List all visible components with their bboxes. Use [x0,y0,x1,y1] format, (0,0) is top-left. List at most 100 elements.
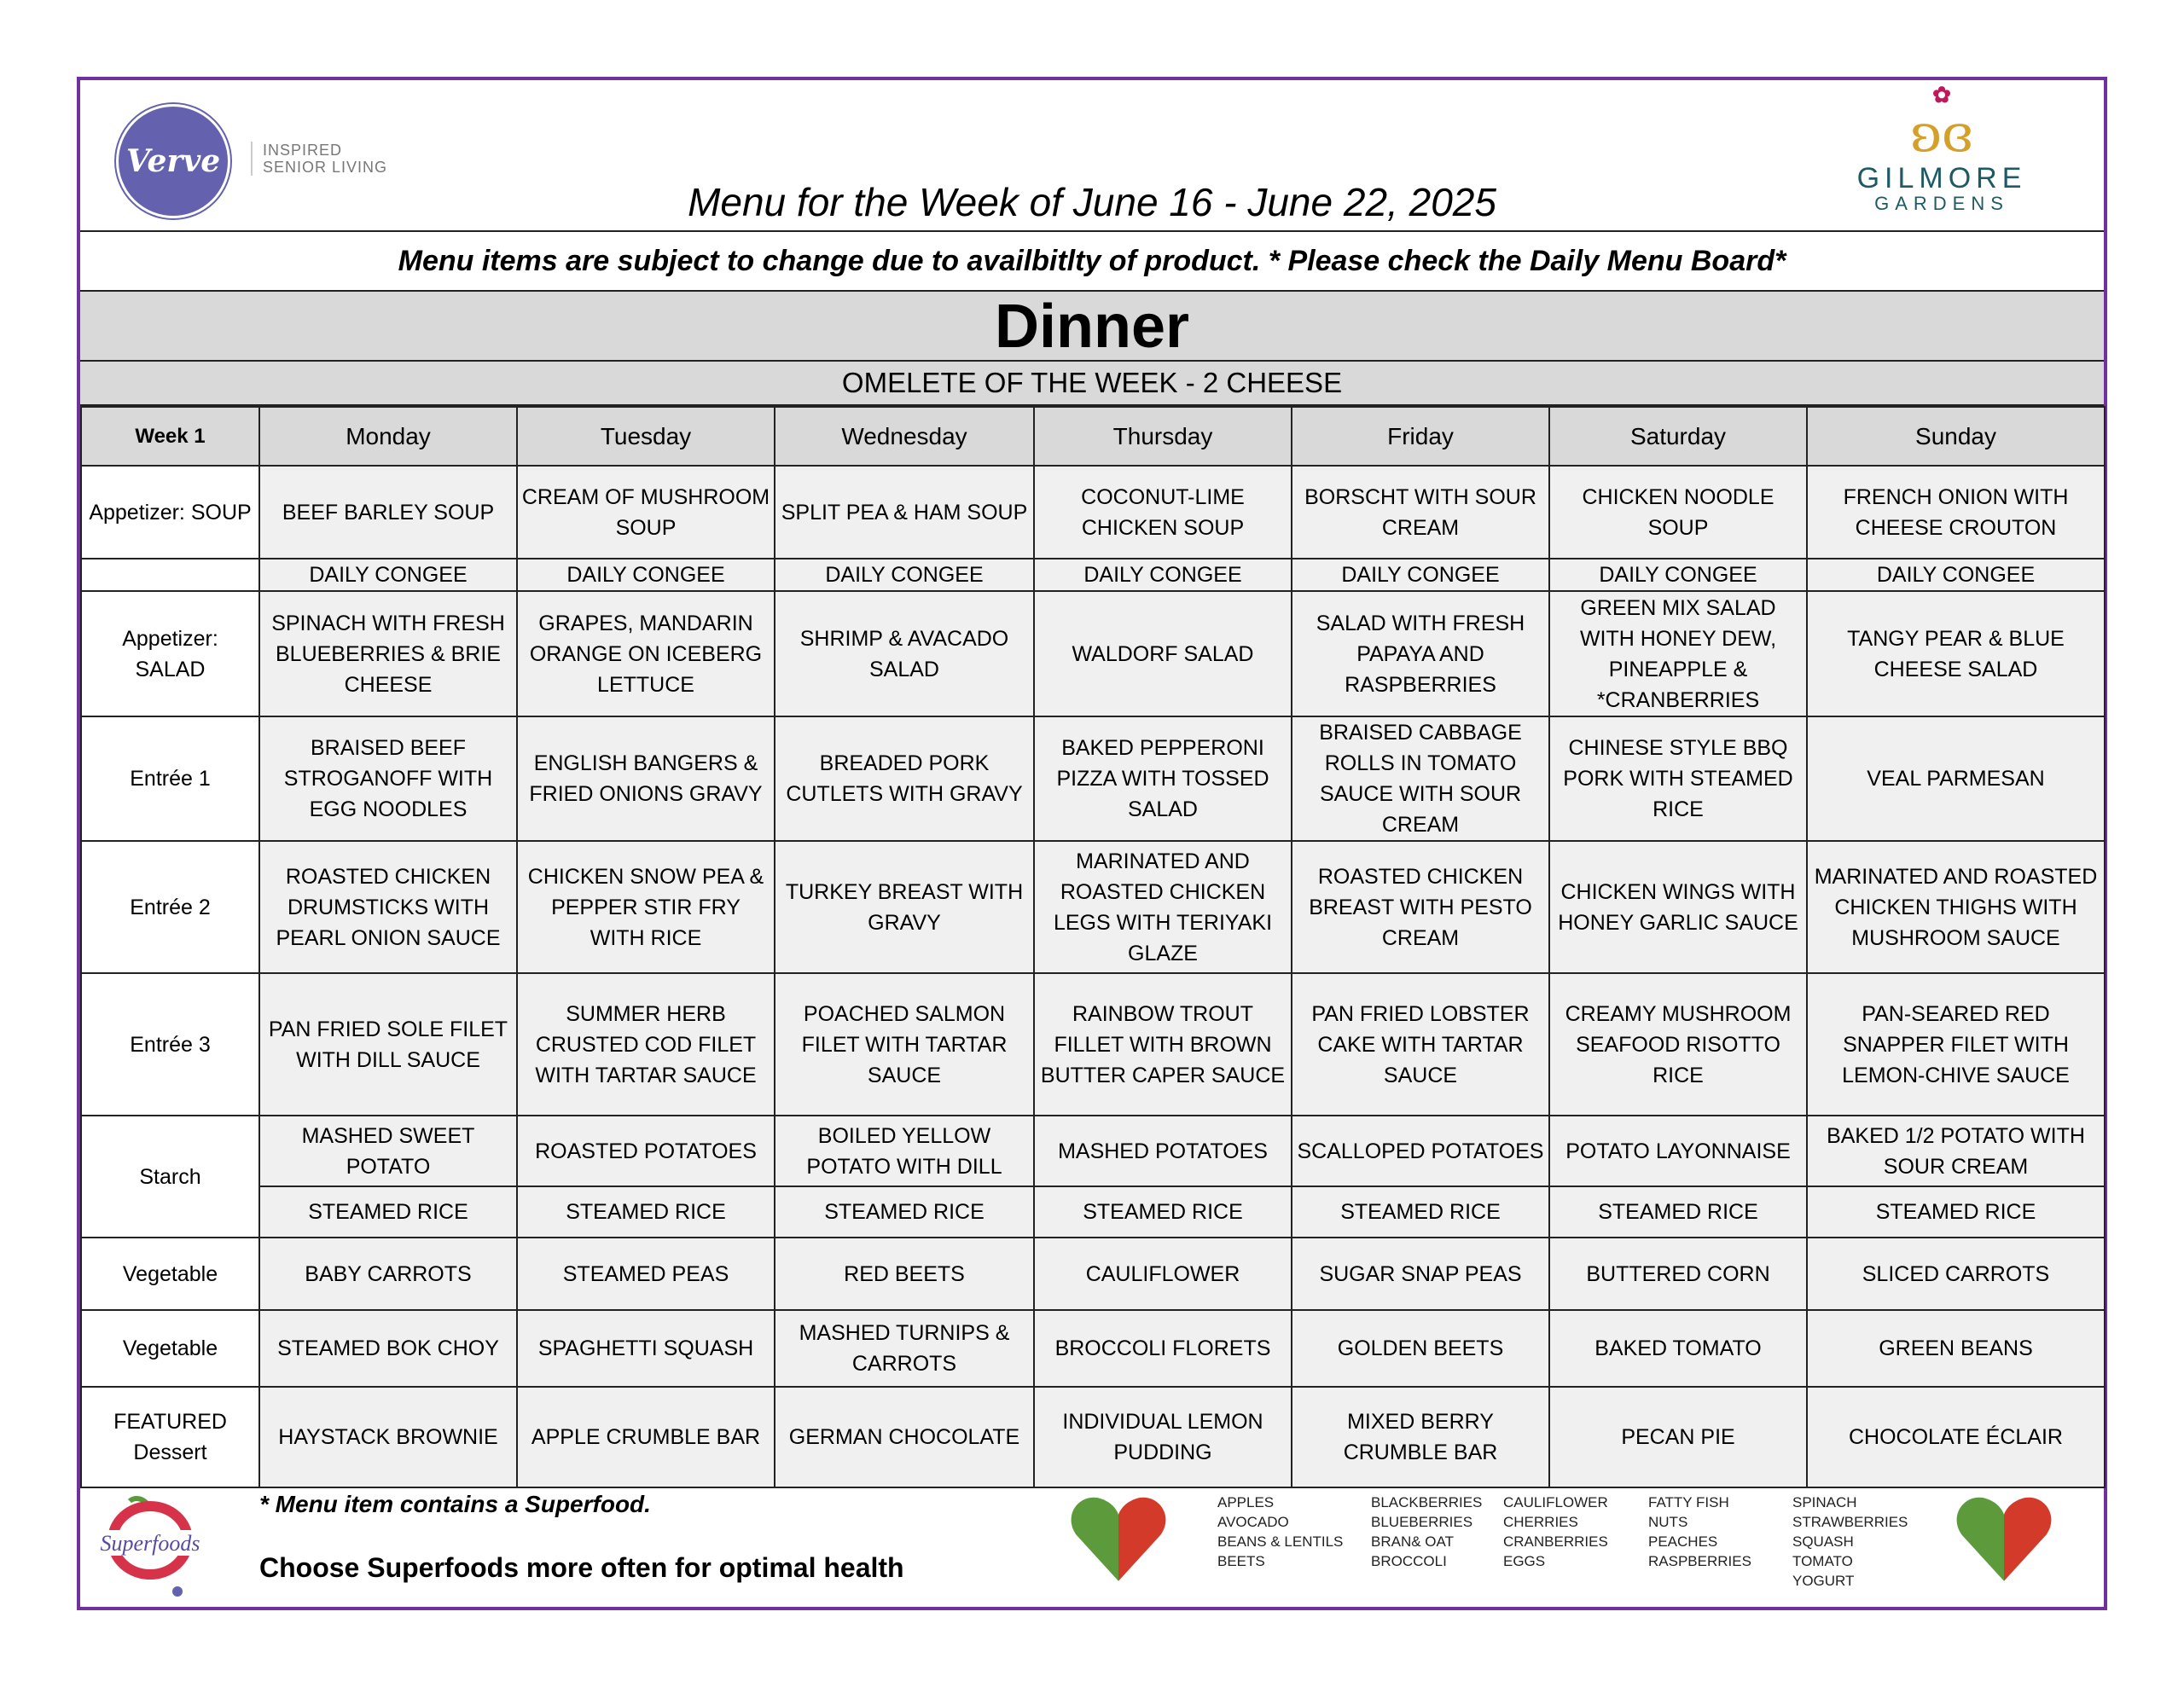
menu-item: RAINBOW TROUT FILLET WITH BROWN BUTTER C… [1033,972,1292,1116]
menu-item: TANGY PEAR & BLUE CHEESE SALAD [1806,590,2106,717]
menu-item: BAKED 1/2 POTATO WITH SOUR CREAM [1806,1115,2106,1187]
menu-item: MASHED POTATOES [1033,1115,1292,1187]
menu-item: CAULIFLOWER [1033,1237,1292,1311]
verve-logo: Verve [116,104,230,218]
menu-item: WALDORF SALAD [1033,590,1292,717]
menu-item: BROCCOLI FLORETS [1033,1309,1292,1388]
menu-item: CHICKEN NOODLE SOUP [1548,465,1808,559]
superfoods-logo: Superfoods [96,1496,205,1597]
superfood-item: EGGS [1503,1553,1546,1569]
superfood-item: BLUEBERRIES [1371,1514,1473,1530]
menu-item: SCALLOPED POTATOES [1291,1115,1550,1187]
row-label: Entrée 2 [80,840,260,974]
menu-item: BEEF BARLEY SOUP [258,465,518,559]
menu-item: DAILY CONGEE [1548,558,1808,592]
menu-item: FRENCH ONION WITH CHEESE CROUTON [1806,465,2106,559]
day-header-row: Week 1 Monday Tuesday Wednesday Thursday Frid… [80,406,2106,467]
menu-item: ROASTED CHICKEN BREAST WITH PESTO CREAM [1291,840,1550,974]
menu-item: SALAD WITH FRESH PAPAYA AND RASPBERRIES [1291,590,1550,717]
header: Verve INSPIRED SENIOR LIVING Menu for th… [80,80,2104,232]
row-label: Entrée 1 [80,716,260,842]
superfood-item: NUTS [1648,1514,1688,1530]
menu-row: Appetizer: SOUP BEEF BARLEY SOUP CREAM OF … [80,465,2106,559]
row-label: Vegetable [80,1309,260,1388]
menu-item: STEAMED RICE [1291,1186,1550,1238]
menu-item: INDIVIDUAL LEMON PUDDING [1033,1386,1292,1488]
superfood-item: BLACKBERRIES [1371,1494,1483,1510]
menu-item: CREAM OF MUSHROOM SOUP [516,465,775,559]
gilmore-gardens-logo: ✿ ʚɞ GILMORE GARDENS [1831,83,2053,215]
menu-item: DAILY CONGEE [774,558,1035,592]
page-title: Menu for the Week of June 16 - June 22, … [688,180,1496,224]
menu-item: CHOCOLATE ÉCLAIR [1806,1386,2106,1488]
superfood-item: CAULIFLOWER [1503,1494,1608,1510]
week-label: Week 1 [80,406,260,467]
meal-heading: Dinner [80,292,2104,362]
menu-item: CHINESE STYLE BBQ PORK WITH STEAMED RICE [1548,716,1808,842]
menu-item: GREEN BEANS [1806,1309,2106,1388]
menu-item: PAN FRIED LOBSTER CAKE WITH TARTAR SAUCE [1291,972,1550,1116]
menu-item: STEAMED PEAS [516,1237,775,1311]
menu-item: RED BEETS [774,1237,1035,1311]
superfood-list-column: BLACKBERRIES BLUEBERRIES BRAN& OAT BROCCOLI [1371,1493,1482,1571]
vegetable-heart-image [1956,1497,2052,1581]
superfood-item: SPINACH [1792,1494,1857,1510]
day-header: Sunday [1806,406,2106,467]
menu-item: BRAISED BEEF STROGANOFF WITH EGG NOODLES [258,716,518,842]
menu-item: BREADED PORK CUTLETS WITH GRAVY [774,716,1035,842]
superfood-item: BEETS [1217,1553,1265,1569]
menu-row: Vegetable BABY CARROTS STEAMED PEAS RED BEE… [80,1237,2106,1311]
menu-item: BAKED TOMATO [1548,1309,1808,1388]
menu-item: CREAMY MUSHROOM SEAFOOD RISOTTO RICE [1548,972,1808,1116]
menu-item: DAILY CONGEE [1291,558,1550,592]
menu-item: DAILY CONGEE [258,558,518,592]
menu-item: SPINACH WITH FRESH BLUEBERRIES & BRIE CH… [258,590,518,717]
menu-sheet: Verve INSPIRED SENIOR LIVING Menu for th… [77,77,2107,1610]
menu-item: POTATO LAYONNAISE [1548,1115,1808,1187]
availability-notice: Menu items are subject to change due to … [80,232,2104,292]
superfood-item: BEANS & LENTILS [1217,1533,1344,1550]
menu-item: MASHED TURNIPS & CARROTS [774,1309,1035,1388]
menu-item: SLICED CARROTS [1806,1237,2106,1311]
row-label: Appetizer: SALAD [80,590,260,717]
superfood-note: * Menu item contains a Superfood. [259,1491,651,1517]
row-label [80,558,260,592]
superfood-item: STRAWBERRIES [1792,1514,1908,1530]
menu-item: ROASTED POTATOES [516,1115,775,1187]
day-header: Saturday [1548,406,1808,467]
menu-item: VEAL PARMESAN [1806,716,2106,842]
superfood-item: RASPBERRIES [1648,1553,1751,1569]
superfood-item: AVOCADO [1217,1514,1289,1530]
menu-item: MARINATED AND ROASTED CHICKEN THIGHS WIT… [1806,840,2106,974]
menu-item: GERMAN CHOCOLATE [774,1386,1035,1488]
menu-item: ENGLISH BANGERS & FRIED ONIONS GRAVY [516,716,775,842]
day-header: Wednesday [774,406,1035,467]
row-label: FEATURED Dessert [80,1386,260,1488]
omelete-of-the-week: OMELETE OF THE WEEK - 2 CHEESE [80,362,2104,406]
superfood-list-column: APPLES AVOCADO BEANS & LENTILS BEETS [1217,1493,1343,1571]
menu-item: GRAPES, MANDARIN ORANGE ON ICEBERG LETTU… [516,590,775,717]
menu-item: CHICKEN SNOW PEA & PEPPER STIR FRY WITH … [516,840,775,974]
menu-item: DAILY CONGEE [516,558,775,592]
superfood-item: PEACHES [1648,1533,1718,1550]
menu-item: HAYSTACK BROWNIE [258,1386,518,1488]
menu-item: BABY CARROTS [258,1237,518,1311]
superfood-item: CRANBERRIES [1503,1533,1608,1550]
lotus-icon: ✿ ʚɞ [1910,83,1973,164]
menu-item: TURKEY BREAST WITH GRAVY [774,840,1035,974]
menu-item: STEAMED RICE [516,1186,775,1238]
menu-item: BORSCHT WITH SOUR CREAM [1291,465,1550,559]
superfood-item: BRAN& OAT [1371,1533,1454,1550]
day-header: Monday [258,406,518,467]
menu-item: STEAMED RICE [1806,1186,2106,1238]
day-header: Tuesday [516,406,775,467]
row-label: Vegetable [80,1237,260,1311]
menu-item: DAILY CONGEE [1806,558,2106,592]
menu-row: DAILY CONGEE DAILY CONGEE DAILY CONGEE DAIL… [80,558,2106,592]
menu-row: FEATURED Dessert HAYSTACK BROWNIE APPLE CR… [80,1386,2106,1488]
superfood-slogan: Choose Superfoods more often for optimal… [259,1552,904,1583]
menu-item: STEAMED RICE [1033,1186,1292,1238]
superfood-item: TOMATO [1792,1553,1853,1569]
menu-item: PAN-SEARED RED SNAPPER FILET WITH LEMON-… [1806,972,2106,1116]
menu-table: Week 1 Monday Tuesday Wednesday Thursday Frid… [80,406,2106,1488]
